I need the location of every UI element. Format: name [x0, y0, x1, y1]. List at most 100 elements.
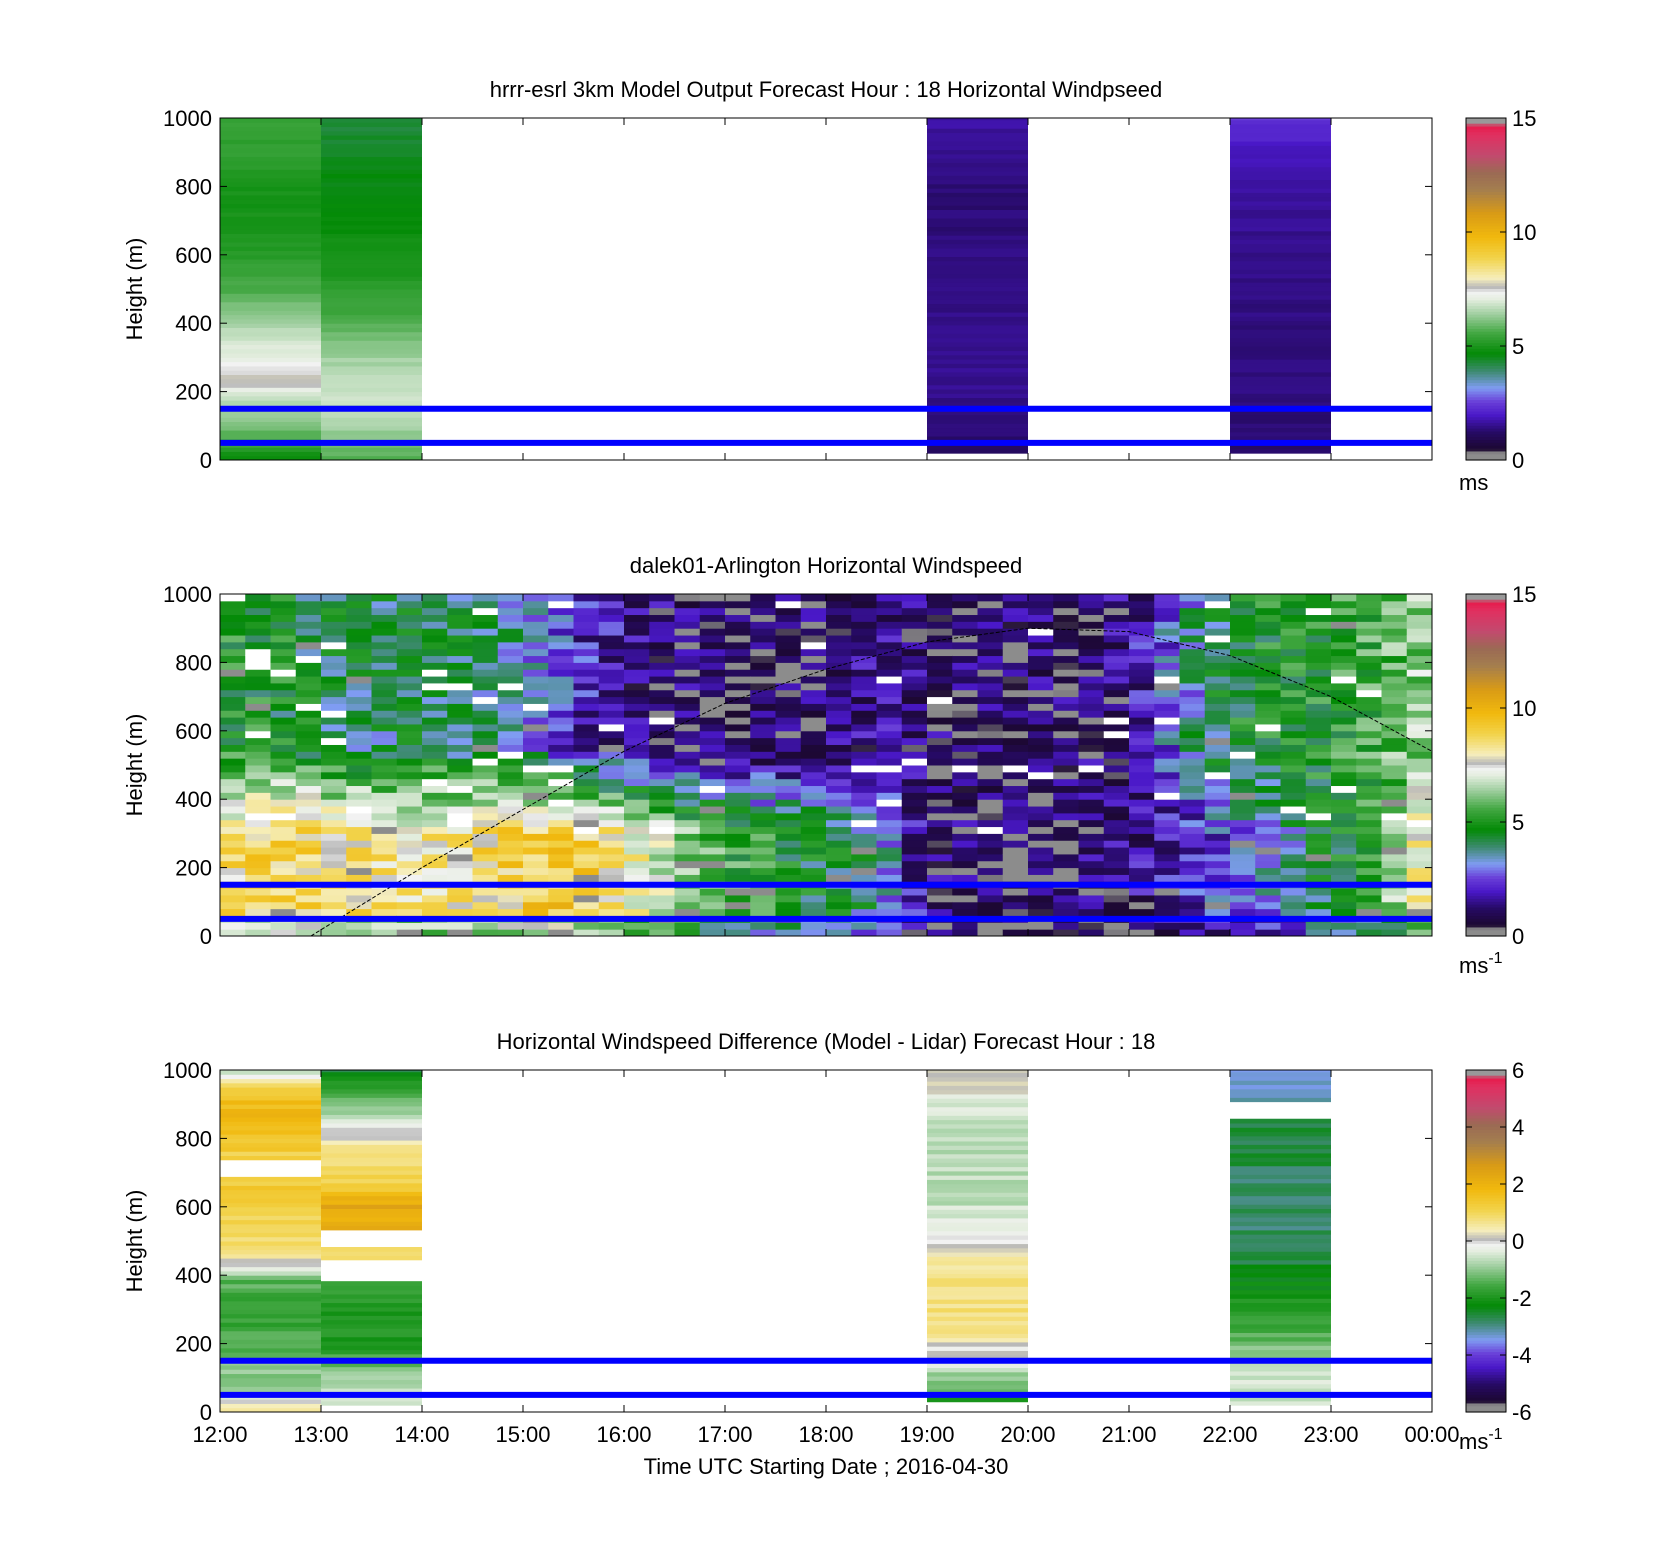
heat-cell: [1230, 806, 1256, 814]
x-tick-label: 15:00: [495, 1422, 550, 1447]
heat-cell: [927, 282, 1028, 287]
heat-cell: [321, 353, 422, 358]
heat-cell: [927, 119, 1028, 125]
heat-cell: [1179, 607, 1206, 616]
heat-cell: [447, 840, 473, 848]
colorbar-swatch: [1466, 679, 1506, 683]
heat-cell: [346, 874, 372, 882]
heat-cell: [1154, 717, 1180, 725]
colorbar-swatch: [1466, 910, 1506, 914]
heat-cell: [422, 710, 448, 718]
heat-cell: [1179, 648, 1206, 657]
heat-cell: [472, 689, 499, 698]
heat-cell: [1154, 614, 1180, 622]
heat-cell: [800, 799, 827, 807]
heat-cell: [1078, 648, 1105, 657]
heat-cell: [800, 655, 827, 663]
heat-cell: [1280, 799, 1307, 807]
heat-cell: [346, 628, 372, 636]
heat-cell: [699, 676, 726, 684]
heat-cell: [624, 847, 650, 855]
heat-cell: [220, 860, 246, 869]
heat-cell: [725, 648, 751, 657]
colorbar-swatch: [1466, 893, 1506, 897]
heat-cell: [270, 929, 297, 936]
heat-cell: [321, 840, 347, 848]
heat-cell: [1381, 765, 1408, 773]
heat-cell: [826, 847, 852, 855]
heat-cell: [321, 1217, 422, 1222]
heat-cell: [295, 785, 322, 793]
heat-cell: [472, 860, 499, 869]
heat-cell: [1129, 751, 1155, 759]
heat-cell: [674, 730, 701, 739]
heat-cell: [1305, 792, 1332, 800]
heat-cell: [295, 888, 322, 896]
heat-cell: [800, 833, 827, 841]
heat-cell: [1381, 689, 1408, 698]
x-tick-label: 17:00: [697, 1422, 752, 1447]
heat-cell: [1179, 874, 1206, 882]
heat-cell: [750, 744, 776, 752]
colorbar-tick-label: 10: [1512, 696, 1536, 721]
heat-cell: [422, 600, 448, 609]
heat-cell: [245, 894, 271, 903]
heat-cell: [1305, 751, 1332, 759]
heat-cell: [1331, 682, 1357, 691]
heat-cell: [497, 894, 524, 903]
colorbar-swatch: [1466, 337, 1506, 341]
heat-cell: [1230, 1127, 1331, 1133]
heat-cell: [800, 806, 827, 814]
heat-cell: [1154, 840, 1180, 848]
heat-cell: [1331, 703, 1357, 711]
heat-cell: [472, 765, 499, 773]
heat-cell: [952, 799, 978, 807]
heat-cell: [649, 669, 675, 677]
heat-cell: [1154, 648, 1180, 657]
heat-cell: [220, 1181, 321, 1186]
heat-cell: [371, 929, 398, 936]
heat-cell: [1230, 200, 1331, 206]
heat-cell: [523, 758, 549, 766]
colorbar-swatch: [1466, 254, 1506, 259]
heat-cell: [1305, 901, 1332, 910]
heat-cell: [927, 1140, 1028, 1146]
heat-cell: [927, 243, 1028, 249]
heat-cell: [1078, 669, 1105, 677]
heat-cell: [775, 710, 802, 718]
heat-cell: [750, 874, 776, 882]
heat-cell: [977, 717, 1004, 725]
heat-cell: [1078, 826, 1105, 834]
colorbar-swatch: [1466, 1089, 1506, 1094]
heat-cell: [523, 655, 549, 663]
heat-cell: [220, 233, 321, 239]
heat-cell: [346, 669, 372, 677]
heat-cell: [220, 383, 321, 388]
colorbar-swatch: [1466, 1369, 1506, 1373]
heat-cell: [1028, 730, 1054, 739]
heat-cell: [1002, 600, 1029, 609]
heat-cell: [775, 812, 802, 821]
colorbar-swatch: [1466, 1272, 1506, 1276]
heat-cell: [725, 908, 751, 916]
heat-cell: [1078, 751, 1105, 759]
heat-cell: [927, 730, 953, 739]
heat-cell: [472, 730, 499, 739]
heat-cell: [270, 614, 297, 622]
heat-cell: [422, 676, 448, 684]
colorbar-swatch: [1466, 879, 1506, 883]
heat-cell: [1230, 860, 1256, 869]
heat-cell: [1179, 696, 1206, 704]
heat-cell: [497, 696, 524, 704]
heat-cell: [775, 655, 802, 663]
colorbar-swatch: [1466, 1275, 1506, 1279]
heat-cell: [523, 819, 549, 828]
heat-cell: [1053, 669, 1079, 677]
heat-cell: [1204, 682, 1231, 691]
heat-cell: [422, 682, 448, 691]
heat-cell: [1305, 847, 1332, 855]
heat-cell: [775, 614, 802, 622]
heat-cell: [901, 621, 928, 629]
colorbar-swatch: [1466, 1112, 1506, 1117]
heat-cell: [1305, 594, 1332, 602]
